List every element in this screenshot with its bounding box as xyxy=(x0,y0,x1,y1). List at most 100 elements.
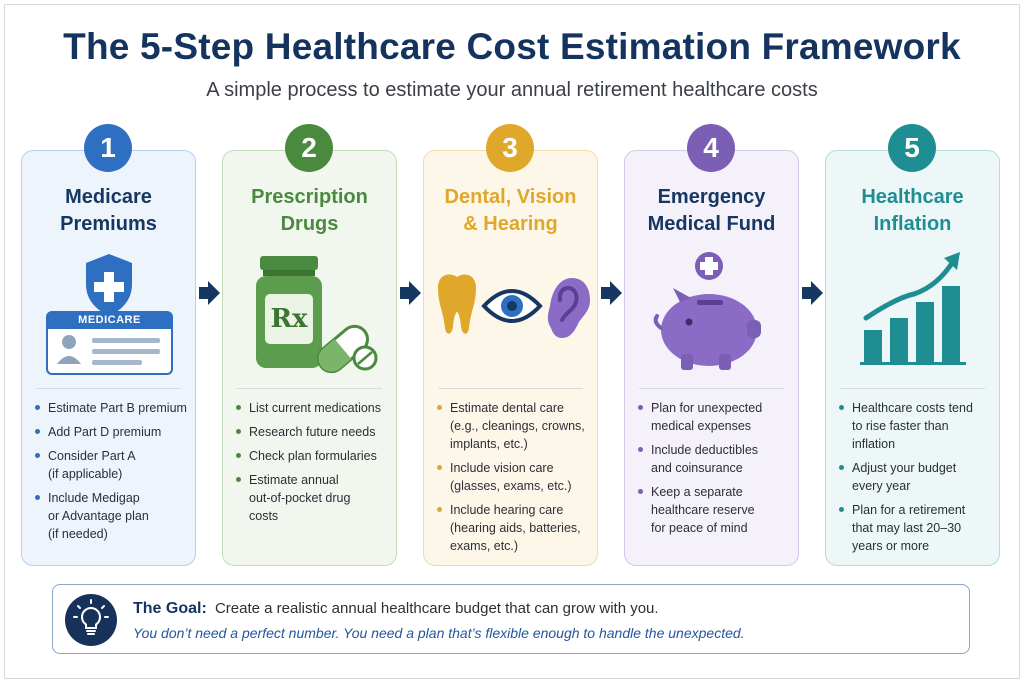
pill-bottle-icon: Rx xyxy=(223,246,396,376)
bullet-line: Include hearing care xyxy=(450,503,564,517)
step-title-line: Drugs xyxy=(280,213,339,235)
step-title-line: Medical Fund xyxy=(647,213,776,235)
bullet-line: and coinsurance xyxy=(651,461,743,475)
bullet-line: out-of-pocket drug xyxy=(249,491,351,505)
bullet-line: (glasses, exams, etc.) xyxy=(450,479,572,493)
bullet-line: that may last 20–30 xyxy=(852,521,962,535)
bullet-item: Plan for unexpected medical expenses xyxy=(638,399,792,435)
bullet-line: to rise faster than xyxy=(852,419,949,433)
goal-box: The Goal: Create a realistic annual heal… xyxy=(52,584,970,654)
bullet-line: (e.g., cleanings, crowns, xyxy=(450,419,585,433)
bullet-line: for peace of mind xyxy=(651,521,748,535)
card-divider xyxy=(36,388,181,389)
step-5-title: Healthcare Inflation xyxy=(826,184,999,238)
card-divider xyxy=(438,388,583,389)
bullet-item: Plan for a retirement that may last 20–30… xyxy=(839,501,993,555)
step-5-bullet-list: Healthcare costs tend to rise faster than… xyxy=(839,399,993,561)
bullet-line: Estimate dental care xyxy=(450,401,564,415)
bullet-line: Plan for a retirement xyxy=(852,503,966,517)
medicare-card-icon: MEDICARE xyxy=(22,246,195,376)
bullet-item: List current medications xyxy=(236,399,390,417)
bullet-line: Consider Part A xyxy=(48,449,136,463)
step-2-title: Prescription Drugs xyxy=(223,184,396,238)
step-title-line: Inflation xyxy=(873,213,952,235)
medicare-card-label: MEDICARE xyxy=(78,314,141,326)
piggy-bank-icon xyxy=(625,246,798,376)
step-2-card: Prescription Drugs Rx List current medicat… xyxy=(222,150,397,566)
card-divider xyxy=(639,388,784,389)
rx-label: Rx xyxy=(270,304,308,334)
bullet-line: implants, etc.) xyxy=(450,437,528,451)
step-4-card: Emergency Medical Fund Plan for unexpecte… xyxy=(624,150,799,566)
bullet-item: Healthcare costs tend to rise faster than… xyxy=(839,399,993,453)
step-3-number-badge: 3 xyxy=(486,124,534,172)
bullet-item: Check plan formularies xyxy=(236,447,390,465)
rising-bar-chart-icon xyxy=(826,246,999,376)
page-subtitle: A simple process to estimate your annual… xyxy=(206,79,818,101)
bullet-item: Estimate Part B premium xyxy=(35,399,189,417)
step-1-bullet-list: Estimate Part B premium Add Part D premiu… xyxy=(35,399,189,549)
bullet-line: (hearing aids, batteries, xyxy=(450,521,581,535)
step-4-number-badge: 4 xyxy=(687,124,735,172)
bullet-line: healthcare reserve xyxy=(651,503,755,517)
bullet-line: years or more xyxy=(852,539,930,553)
bullet-line: or Advantage plan xyxy=(48,509,149,523)
bullet-line: Plan for unexpected xyxy=(651,401,763,415)
step-title-line: Dental, Vision xyxy=(444,186,577,208)
step-4-bullet-list: Plan for unexpected medical expenses Inclu… xyxy=(638,399,792,543)
goal-statement: The Goal: Create a realistic annual heal… xyxy=(133,600,659,618)
step-title-line: Emergency xyxy=(657,186,766,208)
step-title-line: Premiums xyxy=(60,213,157,235)
bullet-line: medical expenses xyxy=(651,419,752,433)
step-2-bullet-list: List current medications Research future … xyxy=(236,399,390,531)
bullet-item: Add Part D premium xyxy=(35,423,189,441)
bullet-item: Include vision care (glasses, exams, etc.… xyxy=(437,459,591,495)
bullet-line: (if needed) xyxy=(48,527,108,541)
step-title-line: Prescription xyxy=(251,186,368,208)
bullet-item: Consider Part A (if applicable) xyxy=(35,447,189,483)
bullet-item: Adjust your budget every year xyxy=(839,459,993,495)
arrow-right-icon xyxy=(802,281,823,305)
tooth-eye-ear-icon xyxy=(424,246,597,376)
bullet-line: Include Medigap xyxy=(48,491,140,505)
step-4-title: Emergency Medical Fund xyxy=(625,184,798,238)
arrow-right-icon xyxy=(400,281,421,305)
bullet-line: Include vision care xyxy=(450,461,554,475)
step-2-number-badge: 2 xyxy=(285,124,333,172)
goal-text: Create a realistic annual healthcare bud… xyxy=(214,600,659,617)
bullet-item: Keep a separate healthcare reserve for pea… xyxy=(638,483,792,537)
step-title-line: & Hearing xyxy=(463,213,558,235)
step-3-card: Dental, Vision & Hearing Estimate dental … xyxy=(423,150,598,566)
goal-label: The Goal: xyxy=(133,600,207,617)
bullet-line: Keep a separate xyxy=(651,485,743,499)
bullet-line: Healthcare costs tend xyxy=(852,401,973,415)
bullet-item: Estimate annual out-of-pocket drug costs xyxy=(236,471,390,525)
goal-note: You don’t need a perfect number. You nee… xyxy=(133,625,745,641)
arrow-right-icon xyxy=(199,281,220,305)
bullet-item: Research future needs xyxy=(236,423,390,441)
arrow-right-icon xyxy=(601,281,622,305)
bullet-item: Include hearing care (hearing aids, batte… xyxy=(437,501,591,555)
step-title-line: Medicare xyxy=(65,186,152,208)
bullet-line: Estimate Part B premium xyxy=(48,401,187,415)
bullet-line: inflation xyxy=(852,437,896,451)
bullet-item: Estimate dental care (e.g., cleanings, cr… xyxy=(437,399,591,453)
lightbulb-icon xyxy=(65,594,117,646)
bullet-line: costs xyxy=(249,509,279,523)
bullet-line: (if applicable) xyxy=(48,467,123,481)
bullet-line: every year xyxy=(852,479,911,493)
bullet-line: List current medications xyxy=(249,401,382,415)
step-3-title: Dental, Vision & Hearing xyxy=(424,184,597,238)
card-divider xyxy=(237,388,382,389)
step-1-card: Medicare Premiums MEDICARE Estimate Part B… xyxy=(21,150,196,566)
bullet-line: Include deductibles xyxy=(651,443,759,457)
step-3-bullet-list: Estimate dental care (e.g., cleanings, cr… xyxy=(437,399,591,561)
step-1-number-badge: 1 xyxy=(84,124,132,172)
bullet-line: Check plan formularies xyxy=(249,449,377,463)
step-5-card: Healthcare Inflation Healthcare costs ten… xyxy=(825,150,1000,566)
bullet-line: exams, etc.) xyxy=(450,539,519,553)
bullet-item: Include deductibles and coinsurance xyxy=(638,441,792,477)
bullet-line: Add Part D premium xyxy=(48,425,162,439)
bullet-line: Adjust your budget xyxy=(852,461,957,475)
bullet-line: Research future needs xyxy=(249,425,376,439)
